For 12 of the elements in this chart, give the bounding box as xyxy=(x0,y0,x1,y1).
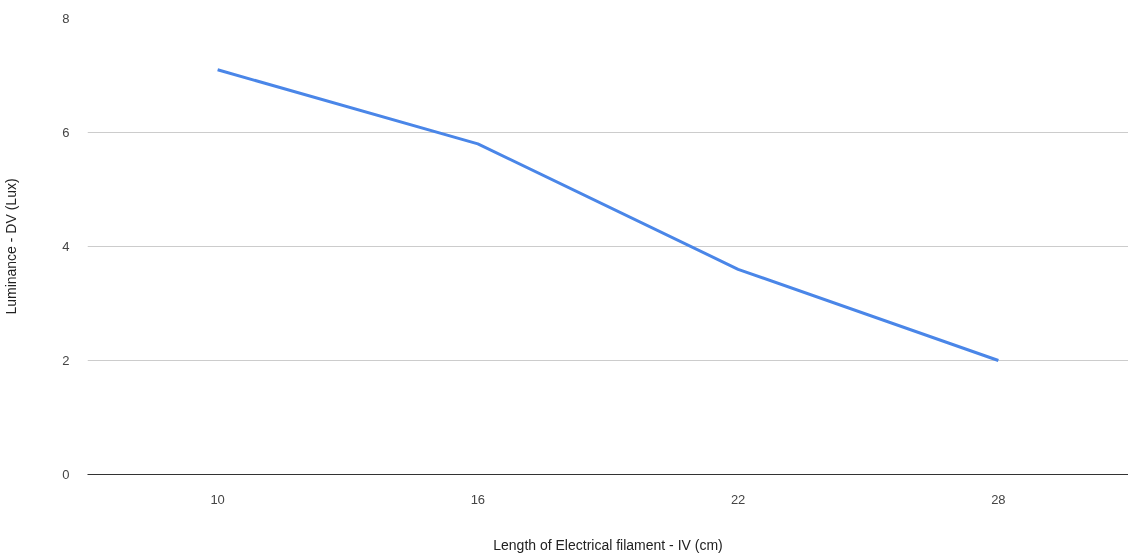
y-tick-label: 8 xyxy=(62,11,70,26)
x-tick-label: 10 xyxy=(210,491,225,507)
y-axis-title: Luminance - DV (Lux) xyxy=(3,178,20,315)
y-tick-label: 0 xyxy=(62,467,70,482)
x-tick-label: 16 xyxy=(470,491,486,507)
y-tick-label: 4 xyxy=(62,239,70,254)
y-tick-label: 2 xyxy=(62,353,70,368)
y-tick-label: 6 xyxy=(62,125,70,140)
x-tick-label: 22 xyxy=(730,491,746,507)
line-series xyxy=(216,68,1000,362)
x-tick-label: 28 xyxy=(991,491,1006,507)
x-axis-title: Length of Electrical filament - IV (cm) xyxy=(493,536,723,553)
